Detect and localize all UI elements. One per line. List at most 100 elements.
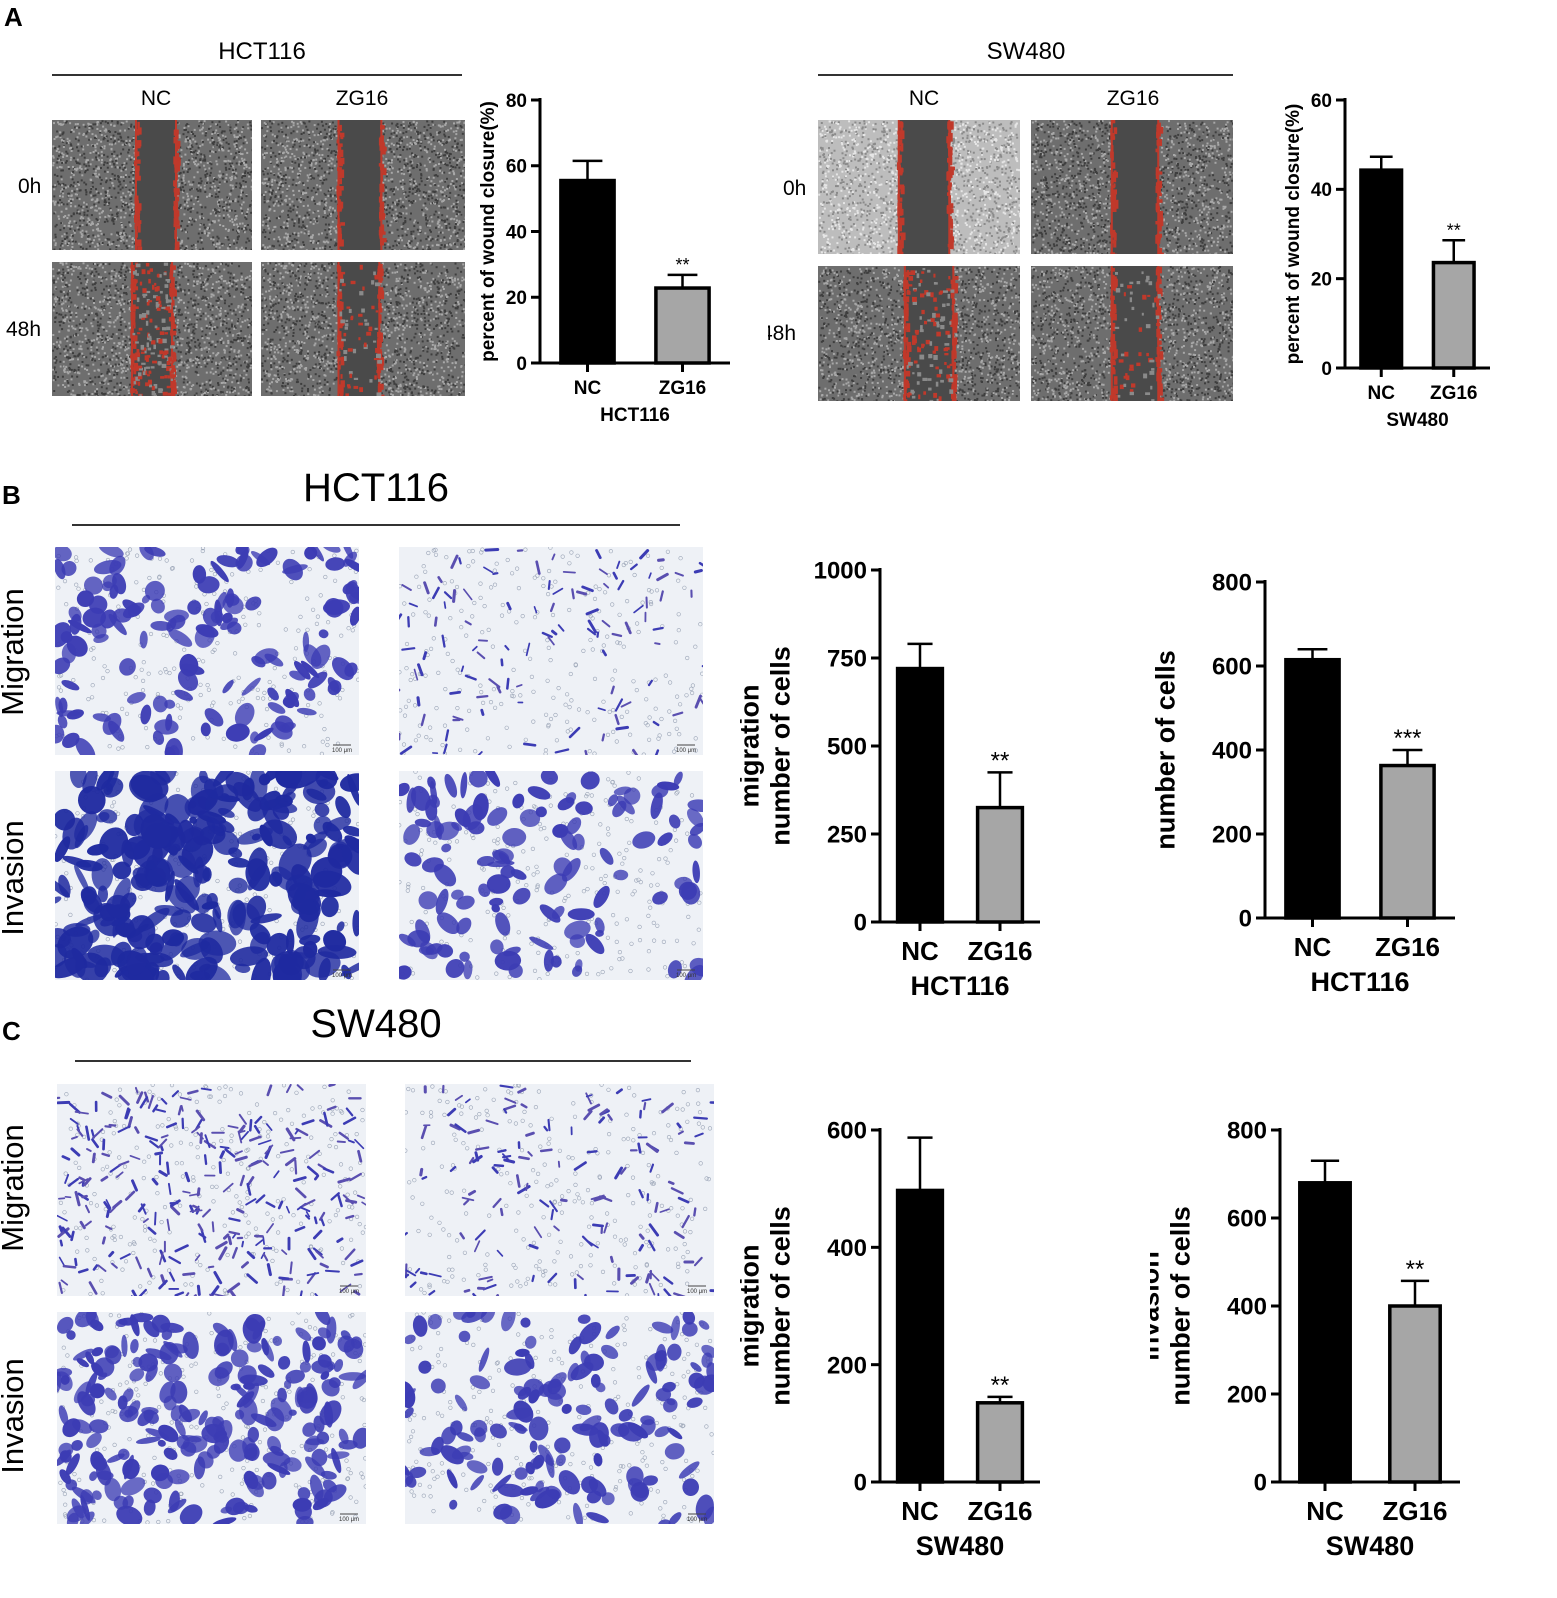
c-header-line: [75, 1060, 691, 1062]
transwell-image-hct116-zg16-invasion: 100 μm: [399, 771, 703, 980]
chart-a-hct116: 0 20 40 60 80 NC ZG16 ** HCT116 percent of wound …: [480, 91, 730, 426]
y-axis-label: migration: [740, 684, 764, 807]
bar-nc: [1298, 1181, 1352, 1484]
y-tick-label: 60: [1311, 91, 1332, 112]
scale-bar-label: 100 μm: [332, 748, 352, 754]
chart-c-invasion: 0 200 400 600 800 NC ZG16 ** SW480 invasion number…: [1150, 1118, 1460, 1561]
b-header-line: [72, 524, 680, 526]
a-sw480-row-48h-clip: 48h: [768, 318, 813, 348]
y-tick-label: 600: [1212, 654, 1252, 681]
error-bar-zg16: [987, 1395, 1013, 1403]
x-tick-label: NC: [574, 378, 602, 399]
x-tick-label: NC: [1294, 932, 1332, 962]
significance-marker: **: [1447, 220, 1461, 240]
a-sw480-col-zg16: ZG16: [1107, 87, 1160, 111]
transwell-image-hct116-nc-migration: 100 μm: [55, 547, 359, 755]
y-axis-label: number of cells: [765, 1206, 795, 1406]
y-axis-label: number of cells: [765, 646, 795, 846]
scale-bar-label: 100 μm: [339, 1517, 359, 1523]
y-tick-label: 1000: [814, 558, 867, 585]
y-tick-label: 750: [827, 646, 867, 673]
y-axis-label: number of cells: [1165, 1206, 1195, 1406]
error-bar-nc: [1297, 647, 1328, 660]
y-tick-label: 200: [1227, 1382, 1267, 1409]
error-bar-zg16: [1442, 239, 1466, 263]
y-axis-label: number of cells: [1150, 650, 1180, 850]
significance-marker: **: [1406, 1256, 1425, 1283]
x-tick-label: ZG16: [1382, 1496, 1447, 1526]
y-axis-label: invasion: [1150, 1251, 1164, 1361]
a-sw480-row-0h: 0h: [783, 177, 806, 201]
y-tick-label: 800: [1227, 1118, 1267, 1145]
error-bar-nc: [572, 159, 603, 181]
panel-letter-c: C: [2, 1016, 21, 1047]
x-tick-label: NC: [1306, 1496, 1344, 1526]
wound-image-sw480-zg16-48h: [1031, 266, 1233, 401]
x-tick-label: ZG16: [967, 936, 1032, 966]
panel-letter-b: B: [2, 480, 21, 511]
wound-image-hct116-nc-48h: [52, 262, 252, 396]
bar-nc: [895, 1188, 945, 1484]
wound-image-sw480-nc-48h: [818, 266, 1020, 401]
wound-image-hct116-nc-0h: [52, 120, 252, 250]
scale-bar-label: 100 μm: [676, 748, 696, 754]
a-hct116-col-nc: NC: [141, 87, 171, 111]
y-tick-label: 250: [827, 822, 867, 849]
panel-letter-a: A: [4, 2, 23, 33]
chart-b-migration: 0 250 500 750 1000 NC ZG16 ** HCT116 migration num…: [740, 558, 1040, 1001]
bar-zg16: [1388, 1304, 1442, 1484]
scale-bar-label: 100 μm: [339, 1289, 359, 1295]
bar-zg16: [975, 1401, 1025, 1484]
error-bar-zg16: [1400, 1279, 1430, 1306]
error-bar-nc: [1369, 155, 1393, 171]
b-row-invasion: Invasion: [0, 798, 35, 958]
transwell-image-sw480-zg16-migration: 100 μm: [405, 1084, 714, 1296]
bar-zg16: [1379, 763, 1436, 920]
y-axis-label: percent of wound closure(%): [480, 101, 499, 362]
scale-bar-label: 100 μm: [332, 973, 352, 979]
chart-b-invasion: 0200400600800NCZG16***HCT116invasionnumb…: [1150, 570, 1455, 997]
a-hct116-header-line: [52, 74, 462, 76]
bar-zg16: [1431, 260, 1476, 370]
transwell-image-sw480-zg16-invasion: 100 μm: [405, 1312, 714, 1524]
y-tick-label: 0: [516, 354, 527, 375]
y-tick-label: 20: [1311, 270, 1332, 291]
y-tick-label: 0: [854, 1470, 867, 1497]
y-tick-label: 500: [827, 734, 867, 761]
y-tick-label: 60: [506, 157, 527, 178]
y-tick-label: 80: [506, 91, 527, 112]
y-tick-label: 20: [506, 288, 527, 309]
x-tick-label: ZG16: [967, 1496, 1032, 1526]
significance-marker: **: [675, 255, 689, 275]
x-tick-label: NC: [901, 936, 939, 966]
x-axis-label: HCT116: [1310, 967, 1409, 997]
scale-bar-label: 100 μm: [687, 1289, 707, 1295]
chart-c-migration: 0 200 400 600 NC ZG16 ** SW480 migration number o…: [740, 1118, 1040, 1561]
error-bar-zg16: [1392, 748, 1423, 766]
y-tick-label: 800: [1212, 570, 1252, 597]
error-bar-zg16: [987, 771, 1013, 808]
axes: 0 20 40 60 80: [506, 91, 730, 375]
bar-nc: [1359, 168, 1404, 370]
transwell-image-hct116-nc-invasion: 100 μm: [55, 771, 359, 980]
x-tick-label: ZG16: [1430, 383, 1478, 404]
x-axis-label: HCT116: [600, 405, 670, 426]
y-tick-label: 600: [827, 1118, 867, 1145]
x-axis-label: HCT116: [910, 971, 1009, 1001]
b-header: HCT116: [303, 466, 449, 511]
significance-marker: **: [991, 747, 1010, 774]
axes: 0 200 400 600 800: [1227, 1118, 1460, 1497]
a-sw480-row-48h: 48h: [768, 322, 796, 346]
y-tick-label: 200: [827, 1352, 867, 1379]
transwell-image-hct116-zg16-migration: 100 μm: [399, 547, 703, 755]
significance-marker: ***: [1393, 725, 1421, 752]
y-axis-label: percent of wound closure(%): [1283, 104, 1304, 365]
transwell-image-sw480-nc-invasion: 100 μm: [57, 1312, 366, 1524]
bar-zg16: [975, 805, 1025, 924]
significance-marker: **: [991, 1372, 1010, 1399]
c-header: SW480: [310, 1002, 441, 1047]
b-row-migration: Migration: [0, 572, 35, 732]
error-bar-zg16: [667, 273, 698, 289]
bar-nc: [1284, 657, 1341, 920]
x-axis-label: SW480: [916, 1531, 1005, 1561]
